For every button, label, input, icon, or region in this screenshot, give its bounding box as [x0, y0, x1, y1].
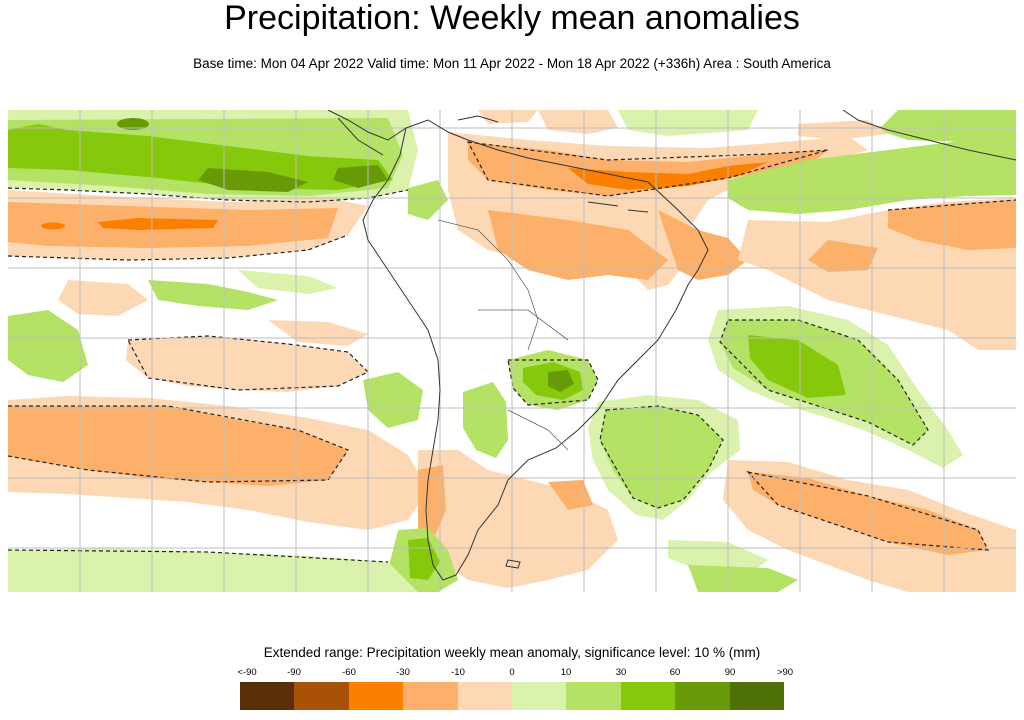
- legend-label: >90: [776, 667, 794, 678]
- anomaly-map: [8, 110, 1016, 592]
- anomaly-pacific-dry-band: [8, 190, 368, 260]
- legend-swatch: [566, 682, 621, 710]
- legend-label: -60: [342, 667, 356, 678]
- legend-title: Extended range: Precipitation weekly mea…: [263, 645, 761, 660]
- south-america-coastline: [362, 119, 709, 581]
- legend-swatch: [512, 682, 567, 710]
- map-grid: [8, 110, 1016, 592]
- legend-label: 10: [560, 667, 572, 678]
- legend-swatch: [348, 682, 404, 710]
- legend-label: 90: [724, 667, 736, 678]
- anomaly-brazil-offshore-wet: [588, 395, 740, 520]
- legend-swatch: [294, 682, 349, 710]
- anomaly-south-atlantic-wet: [708, 306, 963, 468]
- falkland-islands: [505, 559, 521, 569]
- legend-label: -10: [451, 667, 465, 678]
- legend-color-bar: [240, 682, 785, 710]
- anomaly-pacific-north-wet: [8, 110, 418, 202]
- legend-label: <-90: [237, 667, 257, 678]
- anomaly-patagonia: [8, 450, 618, 592]
- anomaly-paraguay-wet: [508, 350, 598, 410]
- page-subtitle: Base time: Mon 04 Apr 2022 Valid time: M…: [193, 56, 831, 71]
- significance-contours: [8, 141, 1016, 563]
- caribbean-islands: [457, 115, 649, 213]
- africa-coastline: [842, 110, 1016, 161]
- anomaly-southeast-atlantic-dry: [668, 460, 1016, 592]
- legend-swatch: [675, 682, 730, 710]
- legend-label: 60: [669, 667, 681, 678]
- legend-swatch: [729, 682, 785, 710]
- legend-swatch: [403, 682, 458, 710]
- page-title: Precipitation: Weekly mean anomalies: [224, 0, 800, 37]
- anomaly-argentina-wet: [8, 180, 508, 458]
- coastlines: [327, 110, 1016, 581]
- central-america-coastline: [327, 110, 407, 156]
- legend-swatch: [457, 682, 513, 710]
- legend-swatch: [240, 682, 295, 710]
- legend-label: 0: [509, 667, 515, 678]
- inner-borders: [437, 219, 569, 451]
- legend-swatch: [620, 682, 676, 710]
- legend-label: -30: [396, 667, 410, 678]
- anomaly-south-pacific-dry: [8, 280, 428, 530]
- anomaly-atlantic-central-dry: [738, 198, 1016, 350]
- legend-label: 30: [615, 667, 627, 678]
- legend-label: -90: [287, 667, 301, 678]
- legend-labels: <-90 -90 -60 -30 -10 0 10 30 60 90 >90: [210, 667, 820, 679]
